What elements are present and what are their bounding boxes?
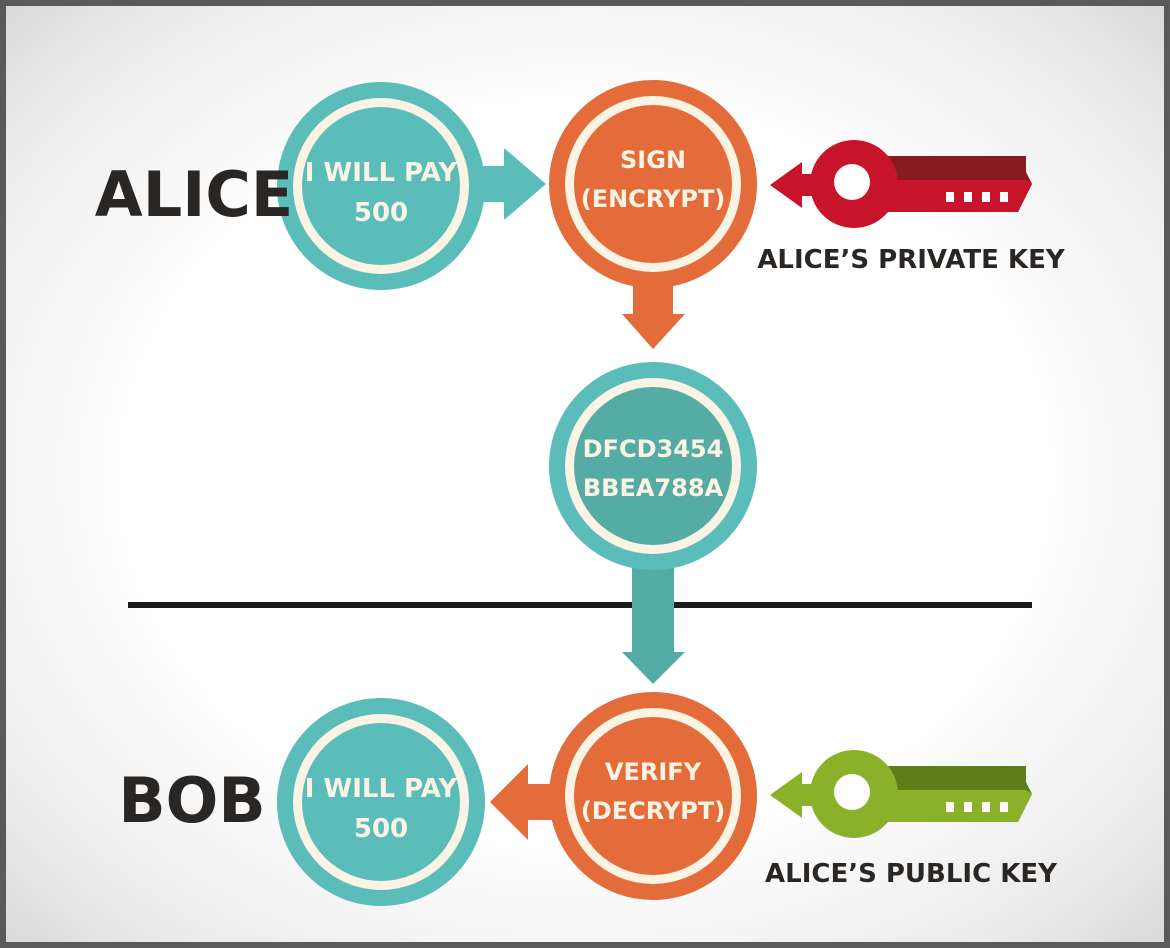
alice-label: ALICE bbox=[95, 158, 293, 231]
public-key-icon bbox=[810, 750, 1032, 838]
node-signature-line1: DFCD3454 bbox=[583, 435, 724, 463]
node-verify-line2: (DECRYPT) bbox=[581, 797, 725, 825]
node-bob-message-line2: 500 bbox=[354, 814, 408, 844]
node-alice-message-line2: 500 bbox=[354, 198, 408, 228]
private-key-icon bbox=[810, 140, 1032, 228]
public-key-label: ALICE’S PUBLIC KEY bbox=[765, 859, 1058, 889]
node-signature: DFCD3454 BBEA788A bbox=[549, 362, 757, 570]
node-bob-message: I WILL PAY 500 bbox=[277, 698, 485, 906]
arrow-signature-to-verify bbox=[622, 554, 685, 684]
node-sign-line1: SIGN bbox=[620, 146, 686, 174]
node-verify: VERIFY (DECRYPT) bbox=[549, 692, 757, 900]
node-signature-line2: BBEA788A bbox=[583, 474, 724, 502]
node-alice-message-line1: I WILL PAY bbox=[305, 158, 459, 188]
node-verify-line1: VERIFY bbox=[605, 758, 702, 786]
private-key-label: ALICE’S PRIVATE KEY bbox=[757, 245, 1066, 275]
bob-label: BOB bbox=[118, 764, 265, 837]
node-alice-message: I WILL PAY 500 bbox=[277, 82, 485, 290]
node-sign: SIGN (ENCRYPT) bbox=[549, 80, 757, 288]
digital-signature-diagram: I WILL PAY 500 SIGN (ENCRYPT) DFCD3454 B… bbox=[95, 80, 1066, 906]
node-sign-line2: (ENCRYPT) bbox=[581, 185, 726, 213]
node-bob-message-line1: I WILL PAY bbox=[305, 774, 459, 804]
